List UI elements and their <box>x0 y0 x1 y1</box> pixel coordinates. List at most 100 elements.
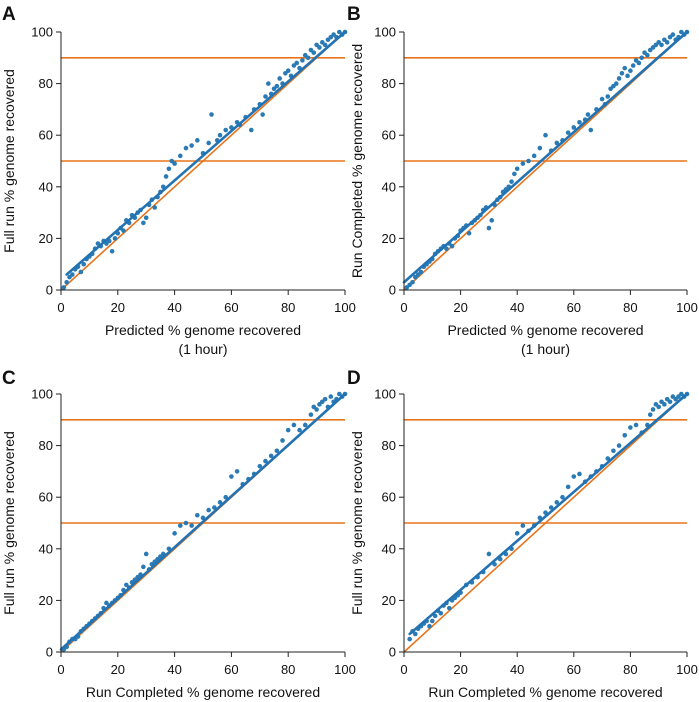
data-point-54 <box>268 453 274 459</box>
data-point-46 <box>616 443 622 448</box>
data-point-59 <box>297 427 302 433</box>
data-point-39 <box>514 166 520 172</box>
x-tick-label-80: 80 <box>281 300 295 315</box>
data-point-65 <box>628 68 633 73</box>
data-point-46 <box>554 140 560 146</box>
data-point-0 <box>407 636 412 642</box>
x-axis-title: Run Completed % genome recovered <box>86 684 320 700</box>
data-point-3 <box>70 272 75 277</box>
data-point-58 <box>263 94 268 99</box>
data-point-21 <box>121 228 126 233</box>
x-axis-title: Predicted % genome recovered <box>105 322 301 338</box>
data-point-16 <box>449 243 455 249</box>
x-tick-label-40: 40 <box>167 662 181 677</box>
data-point-18 <box>112 236 118 241</box>
data-point-41 <box>183 145 189 151</box>
data-point-7 <box>81 261 87 267</box>
data-point-41 <box>195 512 200 518</box>
data-point-71 <box>645 52 650 58</box>
x-tick-label-60: 60 <box>567 662 581 677</box>
x-tick-label-20: 20 <box>453 662 467 677</box>
data-point-58 <box>291 422 297 428</box>
x-tick-label-0: 0 <box>400 300 407 315</box>
data-point-76 <box>659 42 664 48</box>
data-point-63 <box>277 76 282 81</box>
y-axis-title: Full run % genome recovered <box>1 431 17 615</box>
data-point-62 <box>619 70 625 76</box>
y-tick-label-0: 0 <box>46 645 53 660</box>
data-point-2 <box>410 279 415 285</box>
x-tick-label-40: 40 <box>167 300 181 315</box>
data-point-79 <box>322 42 328 48</box>
y-tick-label-100: 100 <box>31 387 53 402</box>
x-tick-label-20: 20 <box>111 662 125 677</box>
x-tick-label-40: 40 <box>510 662 524 677</box>
fit-line <box>59 392 347 651</box>
data-point-43 <box>537 145 543 151</box>
y-tick-label-60: 60 <box>382 128 396 143</box>
y-tick-label-80: 80 <box>382 438 396 453</box>
identity-line <box>60 31 346 291</box>
data-point-6 <box>78 269 84 275</box>
data-point-57 <box>260 112 265 117</box>
data-point-66 <box>630 63 636 68</box>
data-point-61 <box>616 76 622 81</box>
data-point-49 <box>633 422 639 428</box>
data-point-78 <box>664 40 670 45</box>
data-point-2 <box>413 631 418 637</box>
data-point-22 <box>466 230 472 236</box>
data-point-57 <box>662 402 667 407</box>
data-point-53 <box>263 458 268 464</box>
data-point-49 <box>571 125 577 130</box>
data-point-37 <box>509 179 514 184</box>
data-point-68 <box>636 60 642 66</box>
data-point-45 <box>217 500 223 505</box>
data-point-44 <box>543 132 548 138</box>
y-axis-title: Run Completed % genome recovered <box>349 44 365 278</box>
panel-d-letter: D <box>347 368 361 389</box>
data-point-59 <box>667 399 673 405</box>
data-point-80 <box>670 32 676 37</box>
data-point-14 <box>444 246 449 252</box>
data-point-52 <box>647 412 653 417</box>
data-point-38 <box>571 474 577 479</box>
data-point-38 <box>512 171 517 177</box>
data-point-48 <box>217 132 223 138</box>
data-point-55 <box>599 96 605 102</box>
data-point-60 <box>613 81 619 86</box>
data-point-44 <box>605 456 611 461</box>
data-point-40 <box>177 153 183 159</box>
x-tick-label-60: 60 <box>567 300 581 315</box>
data-point-39 <box>183 520 189 526</box>
data-point-37 <box>172 531 177 536</box>
x-axis-title: Predicted % genome recovered <box>447 322 643 338</box>
y-tick-label-80: 80 <box>39 76 53 91</box>
x-axis-title: Run Completed % genome recovered <box>428 684 662 700</box>
data-point-68 <box>328 394 334 399</box>
y-tick-label-60: 60 <box>39 490 53 505</box>
x-tick-label-100: 100 <box>676 300 698 315</box>
data-point-40 <box>520 161 526 166</box>
data-point-11 <box>438 611 444 616</box>
data-point-9 <box>432 613 438 619</box>
x-tick-label-0: 0 <box>57 662 64 677</box>
data-point-44 <box>212 505 217 510</box>
data-point-5 <box>418 269 424 275</box>
data-point-36 <box>560 494 565 500</box>
x-tick-label-20: 20 <box>453 300 467 315</box>
panel-a-letter: A <box>2 4 16 25</box>
x-axis-subtitle: (1 hour) <box>178 341 227 357</box>
panel-c: C 0 20 40 60 80 100 0 20 40 60 80 100 Run Completed … <box>1 368 356 700</box>
data-point-8 <box>430 618 435 624</box>
data-point-43 <box>206 507 211 513</box>
panel-b: B 0 20 40 60 80 100 0 20 40 60 80 100 Predicted % ge… <box>347 4 698 357</box>
data-point-46 <box>223 494 229 500</box>
data-point-28 <box>141 220 146 226</box>
data-point-52 <box>585 112 591 117</box>
y-tick-label-100: 100 <box>374 25 396 40</box>
data-point-41 <box>526 158 531 164</box>
y-tick-label-100: 100 <box>31 25 53 40</box>
data-point-35 <box>554 500 560 505</box>
data-point-56 <box>280 438 285 443</box>
data-point-45 <box>206 140 211 146</box>
